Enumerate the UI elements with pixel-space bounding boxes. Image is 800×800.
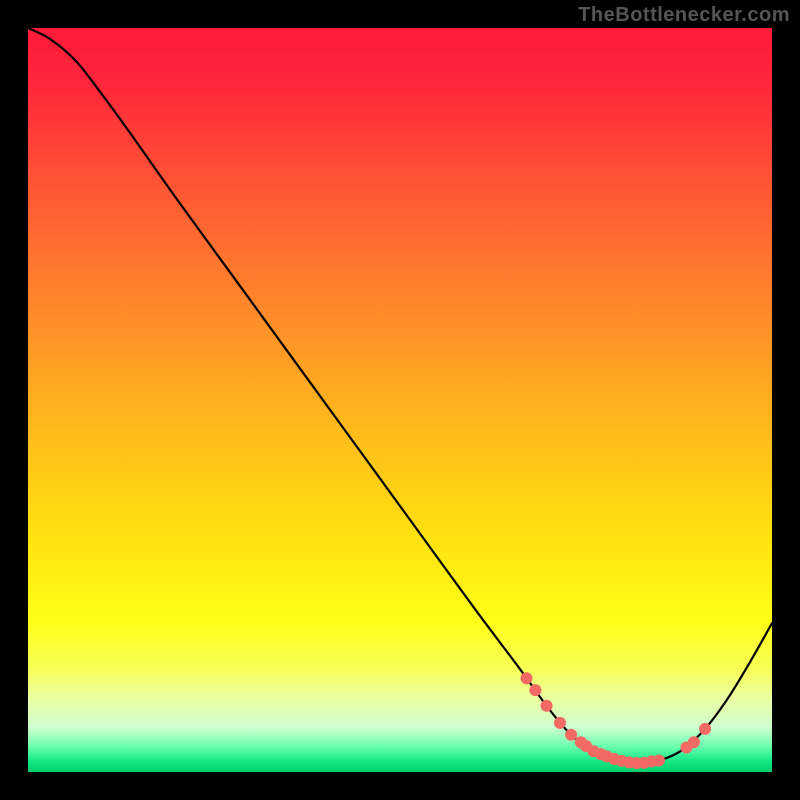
curve-marker (541, 700, 553, 712)
curve-marker (565, 729, 577, 741)
plot-background (28, 28, 772, 772)
curve-marker (688, 736, 700, 748)
curve-marker (699, 723, 711, 735)
curve-marker (520, 672, 532, 684)
chart-svg (0, 0, 800, 800)
curve-marker (653, 754, 665, 766)
curve-marker (529, 684, 541, 696)
watermark-text: TheBottlenecker.com (578, 4, 790, 27)
curve-marker (554, 717, 566, 729)
